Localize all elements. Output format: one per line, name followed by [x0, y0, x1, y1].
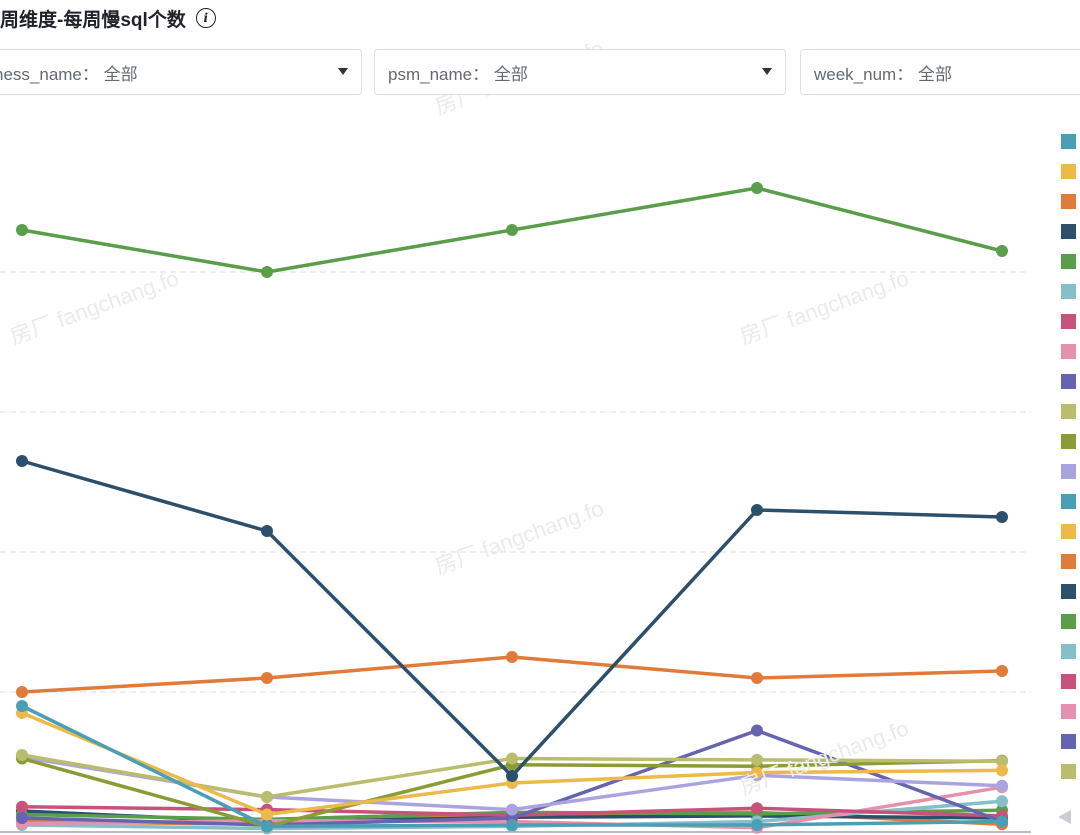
- series-3[interactable]: [16, 651, 1008, 698]
- legend-swatch-20[interactable]: [1061, 704, 1076, 719]
- legend-swatch-11[interactable]: [1061, 434, 1076, 449]
- chevron-down-icon: [762, 68, 772, 75]
- data-point[interactable]: [751, 766, 763, 779]
- legend-swatch-7[interactable]: [1061, 314, 1076, 329]
- data-point[interactable]: [16, 455, 28, 467]
- series-1[interactable]: [16, 182, 1008, 278]
- legend-swatch-13[interactable]: [1061, 494, 1076, 509]
- series-5[interactable]: [16, 707, 1008, 821]
- chart-legend: [1061, 134, 1080, 794]
- data-point[interactable]: [751, 724, 763, 737]
- data-point[interactable]: [506, 224, 518, 236]
- legend-swatch-1[interactable]: [1061, 134, 1076, 149]
- data-point[interactable]: [16, 800, 28, 813]
- legend-swatch-9[interactable]: [1061, 374, 1076, 389]
- page-title: 周维度-每周慢sql个数: [0, 9, 186, 31]
- legend-swatch-21[interactable]: [1061, 734, 1076, 749]
- data-point[interactable]: [751, 182, 763, 194]
- data-point[interactable]: [751, 753, 763, 766]
- data-point[interactable]: [506, 819, 518, 831]
- data-point[interactable]: [16, 700, 28, 712]
- legend-swatch-22[interactable]: [1061, 764, 1076, 779]
- filter-text: week_num： 全部: [814, 64, 952, 84]
- filter-text: ness_name： 全部: [0, 64, 138, 84]
- filter-business-name[interactable]: ness_name： 全部: [0, 49, 362, 95]
- legend-swatch-5[interactable]: [1061, 254, 1076, 269]
- data-point[interactable]: [506, 803, 518, 816]
- data-point[interactable]: [996, 779, 1008, 792]
- legend-swatch-10[interactable]: [1061, 404, 1076, 419]
- data-point[interactable]: [996, 665, 1008, 677]
- legend-swatch-15[interactable]: [1061, 554, 1076, 569]
- data-point[interactable]: [261, 672, 273, 684]
- series-lines: [16, 182, 1008, 835]
- series-line[interactable]: [21, 459, 1003, 778]
- data-point[interactable]: [16, 224, 28, 236]
- data-point[interactable]: [996, 245, 1008, 257]
- data-point[interactable]: [261, 266, 273, 278]
- legend-swatch-19[interactable]: [1061, 674, 1076, 689]
- data-point[interactable]: [996, 511, 1008, 523]
- legend-swatch-2[interactable]: [1061, 164, 1076, 179]
- legend-swatch-16[interactable]: [1061, 584, 1076, 599]
- data-point[interactable]: [996, 764, 1008, 777]
- gridlines: [0, 271, 1031, 693]
- data-point[interactable]: [996, 815, 1008, 828]
- data-point[interactable]: [261, 791, 273, 803]
- data-point[interactable]: [16, 812, 28, 824]
- filter-week-num[interactable]: week_num： 全部: [800, 49, 1080, 95]
- data-point[interactable]: [261, 808, 273, 821]
- filter-text: psm_name： 全部: [388, 64, 528, 84]
- data-point[interactable]: [751, 672, 763, 684]
- data-point[interactable]: [506, 770, 518, 782]
- chart-title-row: 周维度-每周慢sql个数 i: [0, 4, 216, 32]
- legend-swatch-18[interactable]: [1061, 644, 1076, 659]
- data-point[interactable]: [506, 651, 518, 663]
- data-point[interactable]: [16, 749, 28, 761]
- legend-swatch-14[interactable]: [1061, 524, 1076, 539]
- series-4[interactable]: [16, 700, 1008, 833]
- data-point[interactable]: [996, 755, 1008, 768]
- data-point[interactable]: [261, 820, 273, 833]
- info-icon[interactable]: i: [195, 8, 216, 28]
- legend-swatch-6[interactable]: [1061, 284, 1076, 299]
- data-point[interactable]: [996, 795, 1008, 808]
- legend-swatch-8[interactable]: [1061, 344, 1076, 359]
- chevron-down-icon: [338, 68, 348, 75]
- legend-swatch-3[interactable]: [1061, 194, 1076, 209]
- series-6[interactable]: [16, 749, 1008, 803]
- data-point[interactable]: [261, 525, 273, 537]
- data-point[interactable]: [506, 752, 518, 765]
- legend-swatch-12[interactable]: [1061, 464, 1076, 479]
- legend-swatch-4[interactable]: [1061, 224, 1076, 239]
- legend-swatch-17[interactable]: [1061, 614, 1076, 629]
- data-point[interactable]: [16, 686, 28, 698]
- filter-psm-name[interactable]: psm_name： 全部: [374, 49, 786, 95]
- legend-prev-page-icon[interactable]: [1058, 810, 1071, 824]
- data-point[interactable]: [751, 504, 763, 516]
- series-2[interactable]: [16, 455, 1008, 782]
- data-point[interactable]: [751, 819, 763, 831]
- data-point[interactable]: [751, 802, 763, 815]
